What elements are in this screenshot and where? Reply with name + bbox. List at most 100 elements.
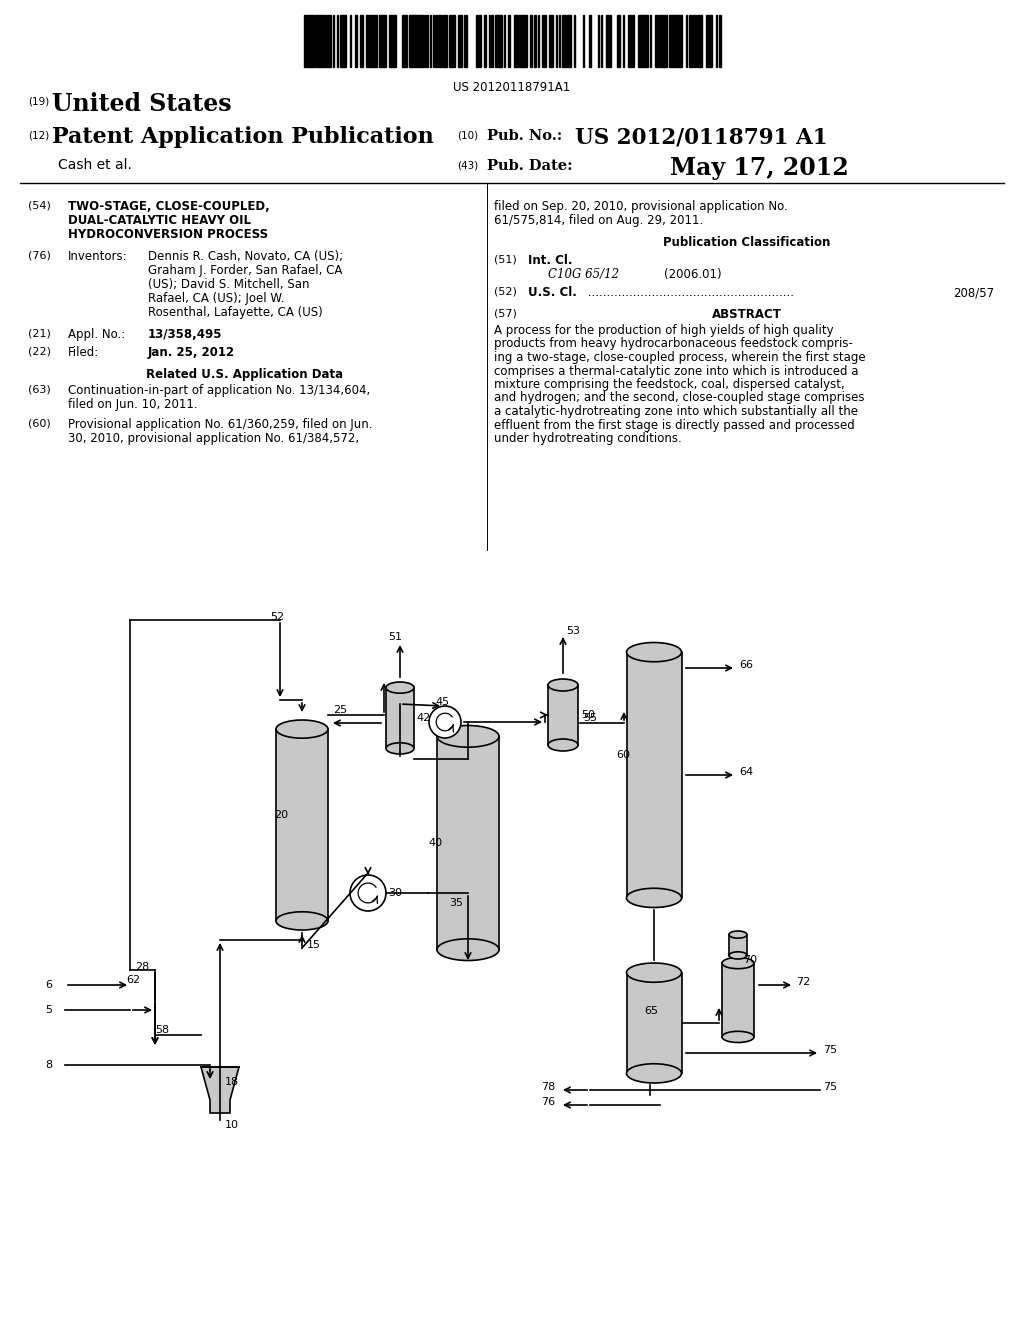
Ellipse shape [627, 1064, 682, 1082]
Text: 15: 15 [307, 940, 321, 950]
Text: 8: 8 [45, 1060, 52, 1071]
Bar [498, 15, 500, 67]
Bar [340, 15, 343, 67]
Bar [549, 15, 551, 67]
Text: May 17, 2012: May 17, 2012 [670, 156, 849, 180]
Bar [458, 15, 462, 67]
Text: 30, 2010, provisional application No. 61/384,572,: 30, 2010, provisional application No. 61… [68, 432, 359, 445]
Text: 45: 45 [435, 697, 450, 708]
Bar [710, 15, 712, 67]
Bar [530, 15, 532, 67]
Bar [689, 15, 691, 67]
Text: HYDROCONVERSION PROCESS: HYDROCONVERSION PROCESS [68, 228, 268, 242]
Text: (52): (52) [494, 286, 517, 296]
Bar [276, 729, 328, 921]
Text: (54): (54) [28, 201, 51, 210]
Text: (76): (76) [28, 249, 51, 260]
Text: (60): (60) [28, 418, 51, 428]
Bar [316, 15, 319, 67]
Bar [389, 15, 391, 67]
Bar [544, 15, 546, 67]
Ellipse shape [722, 1031, 754, 1043]
Text: U.S. Cl.: U.S. Cl. [528, 286, 577, 300]
Ellipse shape [548, 739, 578, 751]
Text: 55: 55 [583, 713, 597, 723]
Text: Rosenthal, Lafayette, CA (US): Rosenthal, Lafayette, CA (US) [148, 306, 323, 319]
Bar [524, 15, 527, 67]
Bar [638, 15, 640, 67]
Text: Publication Classification: Publication Classification [664, 236, 830, 249]
Text: 72: 72 [796, 977, 810, 987]
Bar [417, 15, 420, 67]
Text: 42: 42 [416, 713, 430, 723]
Text: comprises a thermal-catalytic zone into which is introduced a: comprises a thermal-catalytic zone into … [494, 364, 858, 378]
Text: Inventors:: Inventors: [68, 249, 128, 263]
Text: 75: 75 [823, 1045, 838, 1055]
Bar [415, 15, 417, 67]
Text: 5: 5 [45, 1005, 52, 1015]
Text: 62: 62 [126, 975, 140, 985]
Text: 40: 40 [428, 838, 442, 847]
Bar [438, 15, 441, 67]
Text: Continuation-in-part of application No. 13/134,604,: Continuation-in-part of application No. … [68, 384, 371, 397]
Polygon shape [201, 1067, 239, 1113]
Bar [516, 15, 518, 67]
Bar [660, 15, 663, 67]
Ellipse shape [437, 939, 499, 961]
Text: 20: 20 [274, 810, 288, 820]
Ellipse shape [437, 726, 499, 747]
Bar [437, 737, 499, 949]
Bar [644, 15, 647, 67]
Bar [464, 15, 467, 67]
Text: (43): (43) [457, 160, 478, 170]
Circle shape [429, 706, 461, 738]
Bar [426, 15, 428, 67]
Circle shape [350, 875, 386, 911]
Text: Jan. 25, 2012: Jan. 25, 2012 [148, 346, 236, 359]
Text: 76: 76 [541, 1097, 555, 1107]
Text: 58: 58 [155, 1026, 169, 1035]
Bar [722, 964, 754, 1038]
Text: filed on Sep. 20, 2010, provisional application No.: filed on Sep. 20, 2010, provisional appl… [494, 201, 787, 213]
Text: Int. Cl.: Int. Cl. [528, 253, 572, 267]
Text: Pub. Date:: Pub. Date: [487, 158, 572, 173]
Text: 28: 28 [135, 962, 150, 972]
Text: 64: 64 [739, 767, 753, 777]
Bar [406, 15, 407, 67]
Ellipse shape [386, 682, 414, 693]
Text: Related U.S. Application Data: Related U.S. Application Data [146, 368, 344, 381]
Bar [355, 15, 357, 67]
Text: 208/57: 208/57 [953, 286, 994, 300]
Bar [669, 15, 672, 67]
Text: (51): (51) [494, 253, 517, 264]
Bar [520, 15, 522, 67]
Text: ABSTRACT: ABSTRACT [712, 308, 782, 321]
Text: United States: United States [52, 92, 231, 116]
Text: 75: 75 [823, 1082, 838, 1092]
Bar [449, 15, 451, 67]
Text: (10): (10) [457, 129, 478, 140]
Text: (22): (22) [28, 346, 51, 356]
Text: US 20120118791A1: US 20120118791A1 [454, 81, 570, 94]
Text: 30: 30 [388, 888, 402, 898]
Bar [627, 652, 682, 898]
Bar [680, 15, 682, 67]
Bar [678, 15, 680, 67]
Bar [628, 15, 630, 67]
Bar [443, 15, 446, 67]
Text: 60: 60 [616, 750, 630, 760]
Text: .......................................................: ........................................… [584, 286, 794, 300]
Text: 53: 53 [566, 626, 580, 636]
Text: 35: 35 [449, 898, 463, 908]
Bar [656, 15, 658, 67]
Bar [421, 15, 423, 67]
Ellipse shape [627, 643, 682, 661]
Bar [367, 15, 369, 67]
Bar [369, 15, 373, 67]
Bar [343, 15, 346, 67]
Text: C10G 65/12: C10G 65/12 [548, 268, 620, 281]
Bar [304, 15, 306, 67]
Text: (US); David S. Mitchell, San: (US); David S. Mitchell, San [148, 279, 309, 290]
Bar [508, 15, 510, 67]
Bar [306, 15, 310, 67]
